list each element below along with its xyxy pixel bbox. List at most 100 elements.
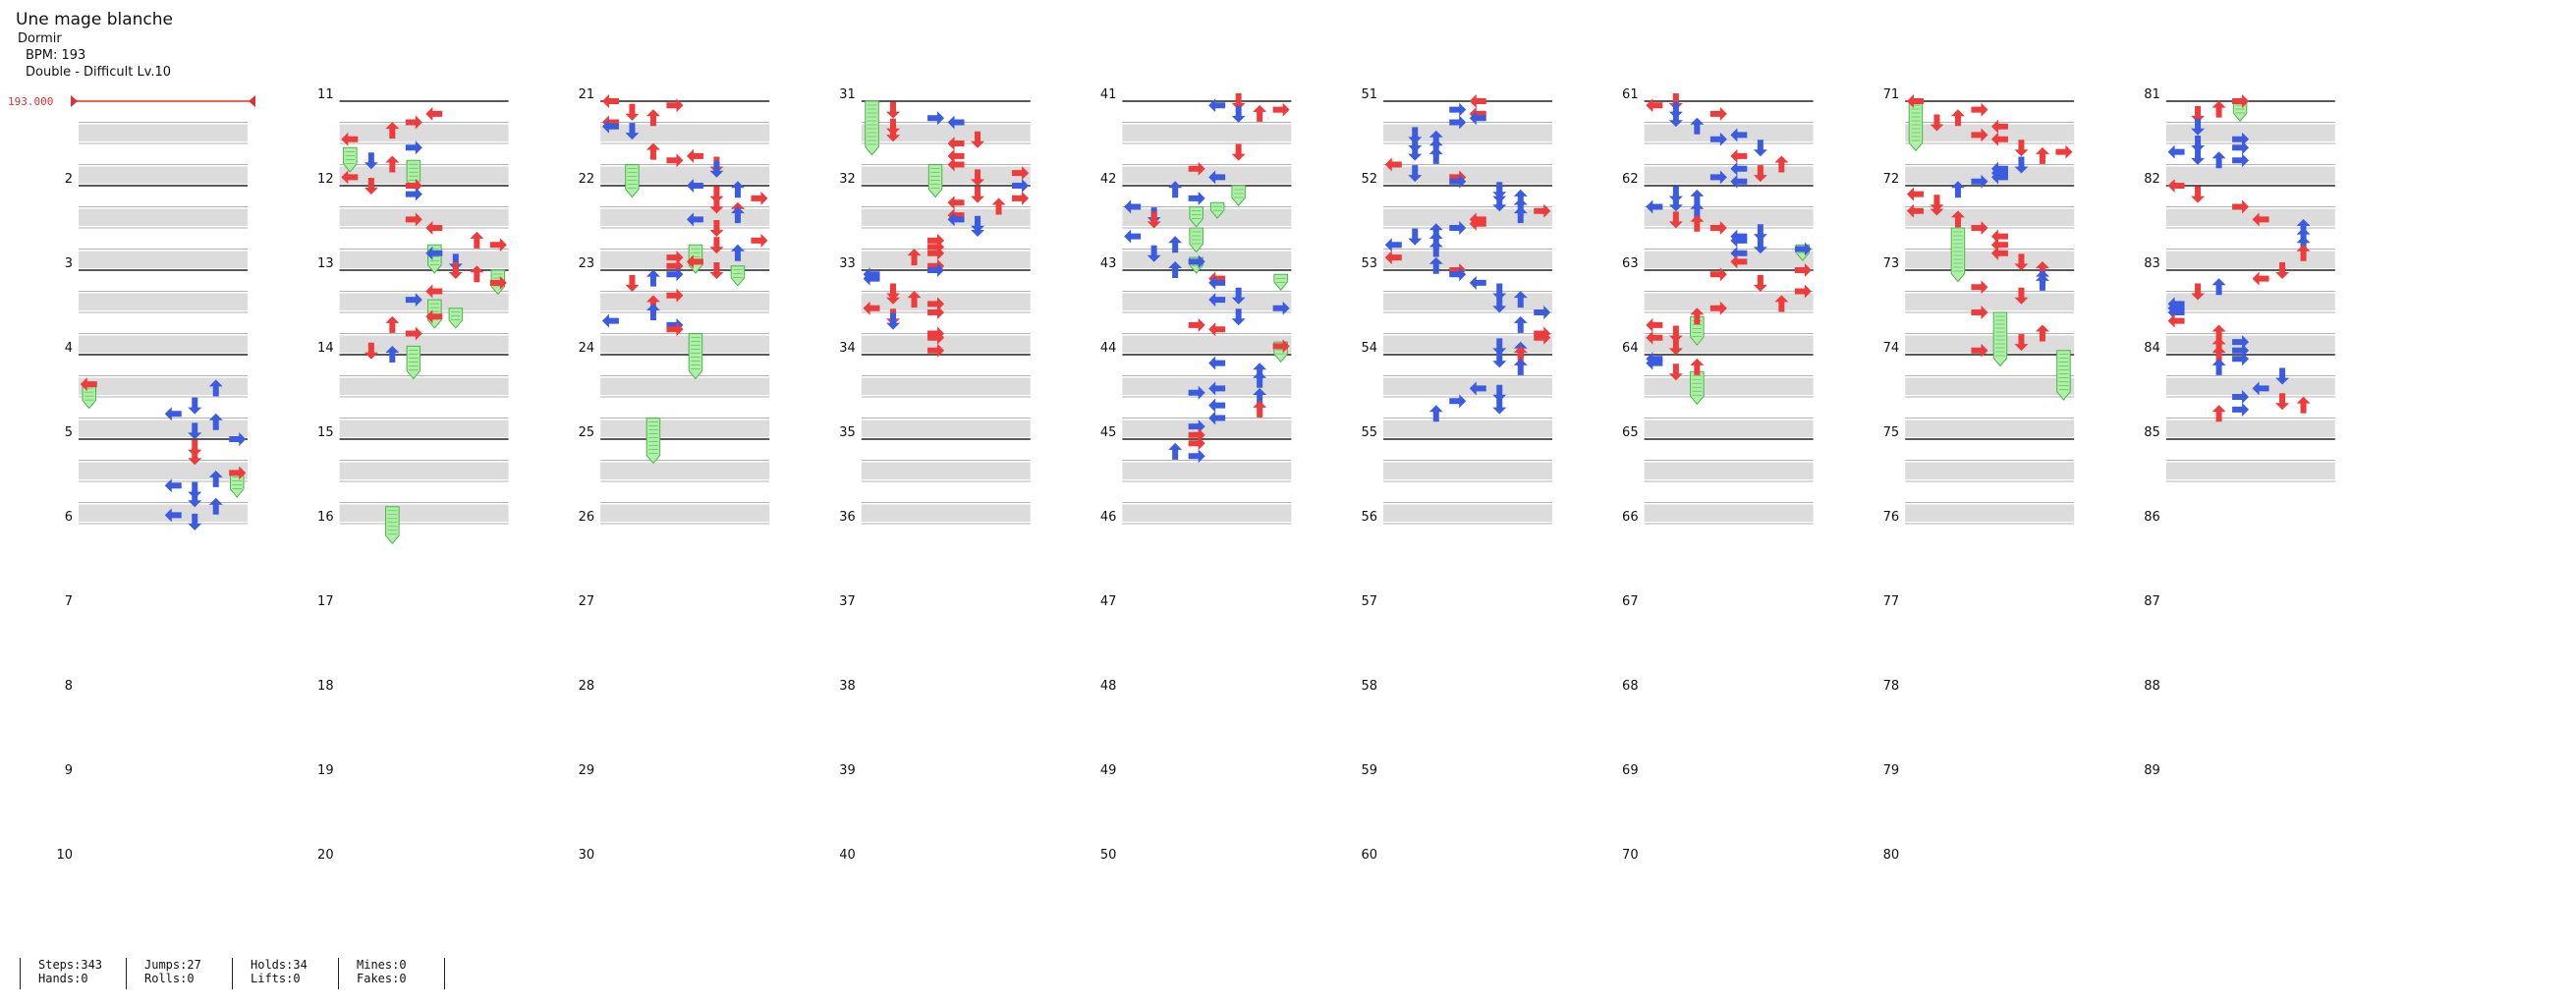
arrow-left-icon	[1384, 238, 1402, 252]
arrow-right-icon	[1188, 419, 1205, 434]
row-shade	[339, 377, 509, 395]
stat-rolls: Rolls:0	[144, 972, 195, 985]
stat-fakes: Fakes:0	[357, 972, 407, 985]
row-shade	[79, 124, 248, 141]
arrow-down-icon	[1930, 114, 1944, 132]
arrow-left-icon	[341, 132, 359, 146]
measure-label: 71	[1883, 87, 1900, 102]
arrow-right-icon	[1971, 102, 1988, 117]
hold-note	[1690, 370, 1705, 406]
arrow-up-icon	[208, 470, 223, 487]
row-shade	[861, 419, 1031, 437]
arrow-down-icon	[886, 287, 901, 305]
arrow-up-icon	[730, 181, 745, 198]
stat-steps-hands: Steps:343 Hands:0	[20, 958, 102, 989]
arrow-left-icon	[1990, 132, 2008, 146]
arrow-left-icon	[1124, 229, 1142, 244]
arrow-left-icon	[1990, 170, 2008, 185]
hold-note	[427, 244, 442, 274]
arrow-left-icon	[1208, 411, 1226, 425]
row-shade	[79, 166, 248, 184]
row-shade	[2165, 419, 2335, 437]
arrow-up-icon	[208, 497, 223, 515]
arrow-down-icon	[1668, 211, 1683, 229]
arrow-down-icon	[188, 422, 202, 440]
measure-label: 40	[839, 848, 856, 863]
row-shade	[1905, 462, 2075, 479]
arrow-down-icon	[1930, 198, 1944, 216]
row-shade	[600, 166, 770, 184]
arrow-left-icon	[1730, 254, 1748, 269]
hold-note	[1690, 315, 1705, 346]
arrow-left-icon	[1646, 199, 1663, 214]
measure-label: 70	[1622, 848, 1639, 863]
row-shade	[1905, 166, 2075, 184]
arrow-right-icon	[405, 179, 422, 193]
bpm-marker-right-icon	[249, 95, 255, 107]
measure-label: 42	[1100, 172, 1117, 187]
measure-label: 74	[1883, 341, 1900, 356]
arrow-up-icon	[1513, 358, 1528, 375]
measure-label: 4	[65, 341, 73, 356]
arrow-right-icon	[2232, 199, 2250, 214]
arrow-down-icon	[1753, 140, 1767, 157]
measure-label: 23	[579, 256, 595, 271]
arrow-up-icon	[1690, 214, 1705, 232]
arrow-down-icon	[1668, 186, 1683, 203]
arrow-up-icon	[2296, 219, 2311, 236]
arrow-left-icon	[601, 313, 619, 328]
row-shade	[79, 504, 248, 522]
row-shade	[1122, 377, 1292, 395]
arrow-up-icon	[991, 197, 1006, 215]
arrow-up-icon	[1950, 210, 1965, 228]
hold-note	[1189, 206, 1204, 228]
arrow-down-icon	[1492, 296, 1507, 313]
arrow-left-icon	[947, 196, 965, 210]
arrow-right-icon	[1709, 221, 1727, 235]
arrow-right-icon	[1188, 191, 1205, 205]
arrow-up-icon	[2212, 346, 2226, 363]
row-shade	[600, 208, 770, 226]
measure-label: 15	[317, 425, 334, 440]
arrow-right-icon	[1449, 221, 1467, 235]
arrow-left-icon	[1469, 216, 1486, 231]
arrow-right-icon	[1012, 179, 1030, 193]
row-shade	[861, 208, 1031, 226]
arrow-down-icon	[709, 262, 724, 279]
arrow-left-icon	[947, 115, 965, 130]
measure-label: 69	[1622, 763, 1639, 778]
arrow-right-icon	[1449, 115, 1467, 130]
arrow-right-icon	[405, 293, 422, 307]
arrow-up-icon	[1690, 358, 1705, 375]
row-shade	[600, 293, 770, 310]
stat-lifts: Lifts:0	[251, 972, 301, 985]
arrow-down-icon	[1492, 338, 1507, 356]
arrow-left-icon	[686, 148, 703, 163]
stat-jumps: Jumps:27	[144, 958, 201, 972]
arrow-down-icon	[1408, 228, 1423, 246]
measure-label: 25	[579, 425, 595, 440]
arrow-up-icon	[645, 269, 660, 287]
arrow-right-icon	[1012, 191, 1030, 205]
measure-label: 10	[56, 848, 73, 863]
arrow-down-icon	[1492, 351, 1507, 368]
arrow-right-icon	[1272, 102, 1290, 117]
measure-label: 39	[839, 763, 856, 778]
measure-label: 50	[1100, 848, 1117, 863]
arrow-right-icon	[1188, 254, 1205, 269]
arrow-right-icon	[1188, 385, 1205, 400]
measure-label: 16	[317, 510, 334, 525]
song-artist: Dormir	[18, 31, 62, 46]
measure-label: 20	[317, 848, 334, 863]
arrow-down-icon	[1408, 136, 1423, 152]
arrow-up-icon	[1428, 139, 1443, 156]
measure-label: 77	[1883, 594, 1900, 609]
arrow-left-icon	[425, 284, 443, 299]
arrow-left-icon	[341, 170, 359, 185]
arrow-up-icon	[1253, 104, 1267, 122]
arrow-right-icon	[405, 187, 422, 201]
hold-note	[385, 506, 400, 544]
arrow-down-icon	[188, 448, 202, 466]
arrow-right-icon	[1534, 306, 1551, 319]
arrow-down-icon	[2191, 283, 2206, 301]
